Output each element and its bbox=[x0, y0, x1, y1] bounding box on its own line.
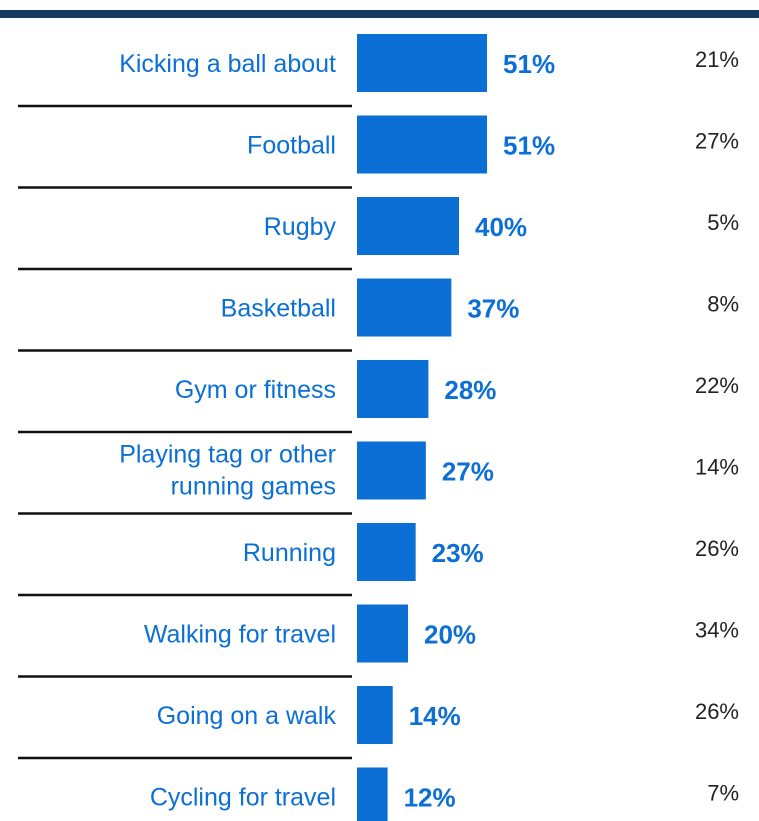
value-label: 40% bbox=[475, 212, 527, 242]
category-labels: Kicking a ball about Football Rugby Basketb… bbox=[119, 50, 336, 812]
secondary-value-label: 7% bbox=[707, 781, 739, 806]
secondary-value-label: 22% bbox=[695, 373, 739, 398]
category-label: Rugby bbox=[264, 213, 337, 241]
top-rule bbox=[0, 10, 759, 18]
secondary-value-labels: 21% 27% 5% 8% 22% 14% 26% 34% 26% 7% bbox=[695, 47, 739, 806]
category-label: Basketball bbox=[221, 295, 336, 323]
bar bbox=[357, 604, 408, 663]
value-label: 12% bbox=[404, 783, 456, 813]
value-label: 14% bbox=[409, 701, 461, 731]
value-label: 51% bbox=[503, 131, 555, 161]
value-label: 20% bbox=[424, 620, 476, 650]
category-label: Going on a walk bbox=[157, 702, 337, 730]
value-label: 37% bbox=[467, 294, 519, 324]
category-label: Kicking a ball about bbox=[119, 50, 336, 78]
category-label: Running bbox=[243, 539, 336, 567]
bar-series bbox=[357, 34, 488, 821]
value-label: 23% bbox=[432, 538, 484, 568]
category-label: Walking for travel bbox=[144, 621, 336, 649]
secondary-value-label: 8% bbox=[707, 292, 739, 317]
secondary-value-label: 21% bbox=[695, 47, 739, 72]
value-label: 51% bbox=[503, 49, 555, 79]
secondary-value-label: 26% bbox=[695, 536, 739, 561]
bar bbox=[357, 441, 426, 500]
bar bbox=[357, 686, 393, 744]
secondary-value-label: 5% bbox=[707, 210, 739, 235]
row-dividers bbox=[18, 104, 352, 760]
category-label: Gym or fitness bbox=[175, 376, 336, 404]
category-label: Football bbox=[247, 132, 336, 160]
value-label: 27% bbox=[442, 457, 494, 487]
secondary-value-label: 27% bbox=[695, 129, 739, 154]
secondary-value-label: 26% bbox=[695, 699, 739, 724]
bar bbox=[357, 197, 459, 255]
bar bbox=[357, 767, 388, 821]
value-label: 28% bbox=[444, 375, 496, 405]
secondary-value-label: 34% bbox=[695, 618, 739, 643]
value-labels: 51% 51% 40% 37% 28% 27% 23% 20% 14% 12% bbox=[404, 49, 555, 813]
bar bbox=[357, 278, 452, 337]
bar bbox=[357, 115, 488, 174]
category-label: Cycling for travel bbox=[150, 784, 336, 812]
bar bbox=[357, 34, 488, 92]
category-label: Playing tag or other running games bbox=[119, 441, 336, 501]
bar bbox=[357, 523, 416, 581]
secondary-value-label: 14% bbox=[695, 455, 739, 480]
bar bbox=[357, 360, 429, 418]
